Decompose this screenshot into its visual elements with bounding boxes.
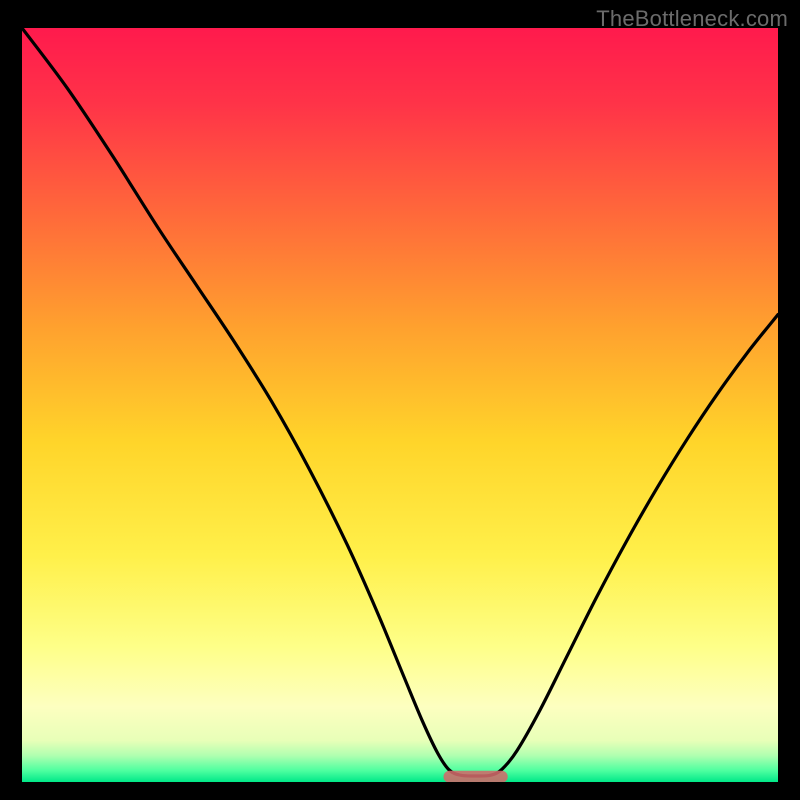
optimal-marker: [443, 771, 507, 782]
chart-frame: TheBottleneck.com: [0, 0, 800, 800]
chart-svg: [22, 28, 778, 782]
plot-area: [22, 28, 778, 782]
